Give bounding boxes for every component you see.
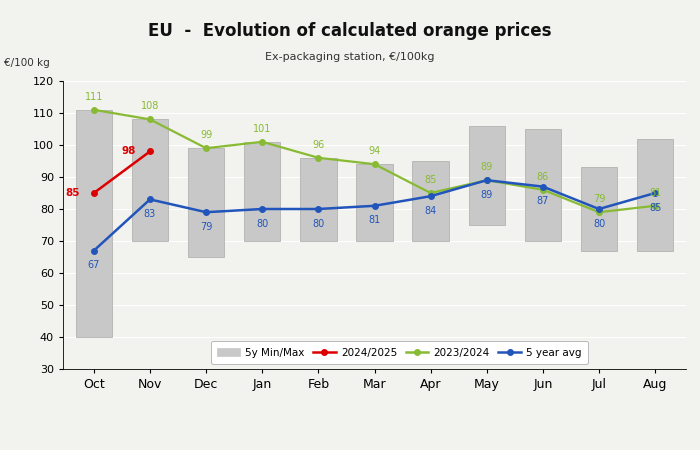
Bar: [412, 161, 449, 241]
Line: 2024/2025: 2024/2025: [91, 148, 153, 196]
Line: 5 year avg: 5 year avg: [91, 177, 658, 253]
Text: 67: 67: [88, 260, 100, 270]
Text: 79: 79: [200, 222, 212, 232]
Text: 89: 89: [481, 162, 493, 172]
2023/2024: [146, 117, 154, 122]
Text: 111: 111: [85, 92, 103, 102]
2024/2025: [146, 148, 154, 154]
Text: Ex-packaging station, €/100kg: Ex-packaging station, €/100kg: [265, 52, 435, 62]
Bar: [132, 119, 168, 241]
Text: 85: 85: [649, 202, 661, 212]
5 year avg: [426, 194, 435, 199]
5 year avg: [202, 210, 210, 215]
2023/2024: [482, 177, 491, 183]
Text: 98: 98: [122, 146, 136, 157]
Text: 101: 101: [253, 124, 272, 134]
2023/2024: [90, 107, 98, 112]
Text: 96: 96: [312, 140, 325, 150]
2023/2024: [314, 155, 323, 161]
Bar: [581, 167, 617, 251]
Text: 85: 85: [424, 175, 437, 185]
2023/2024: [539, 187, 547, 193]
Text: 84: 84: [424, 206, 437, 216]
Text: €/100 kg: €/100 kg: [4, 58, 49, 68]
Text: 86: 86: [537, 172, 549, 182]
Text: 94: 94: [368, 146, 381, 156]
5 year avg: [370, 203, 379, 208]
Bar: [637, 139, 673, 251]
5 year avg: [651, 190, 659, 196]
5 year avg: [258, 206, 267, 211]
2024/2025: [90, 190, 98, 196]
Text: 80: 80: [256, 219, 268, 229]
Bar: [300, 158, 337, 241]
Text: 87: 87: [537, 196, 549, 206]
Text: 81: 81: [368, 216, 381, 225]
Bar: [356, 164, 393, 241]
Bar: [188, 148, 225, 257]
5 year avg: [539, 184, 547, 189]
Text: 79: 79: [593, 194, 606, 204]
Legend: 5y Min/Max, 2024/2025, 2023/2024, 5 year avg: 5y Min/Max, 2024/2025, 2023/2024, 5 year…: [211, 341, 588, 364]
Text: 99: 99: [200, 130, 212, 140]
Bar: [76, 110, 112, 337]
Text: 83: 83: [144, 209, 156, 219]
2023/2024: [595, 210, 603, 215]
5 year avg: [146, 197, 154, 202]
2023/2024: [202, 145, 210, 151]
Bar: [244, 142, 281, 241]
5 year avg: [482, 177, 491, 183]
2023/2024: [426, 190, 435, 196]
Text: 80: 80: [312, 219, 325, 229]
2023/2024: [258, 139, 267, 144]
Bar: [468, 126, 505, 225]
Bar: [524, 129, 561, 241]
Text: 108: 108: [141, 101, 159, 112]
Text: 85: 85: [65, 188, 80, 198]
5 year avg: [90, 248, 98, 253]
Text: EU  -  Evolution of calculated orange prices: EU - Evolution of calculated orange pric…: [148, 22, 552, 40]
Text: 89: 89: [481, 190, 493, 200]
Text: 80: 80: [593, 219, 605, 229]
5 year avg: [314, 206, 323, 211]
5 year avg: [595, 206, 603, 211]
2023/2024: [651, 203, 659, 208]
Text: 81: 81: [649, 188, 661, 198]
Line: 2023/2024: 2023/2024: [91, 107, 658, 215]
2023/2024: [370, 162, 379, 167]
